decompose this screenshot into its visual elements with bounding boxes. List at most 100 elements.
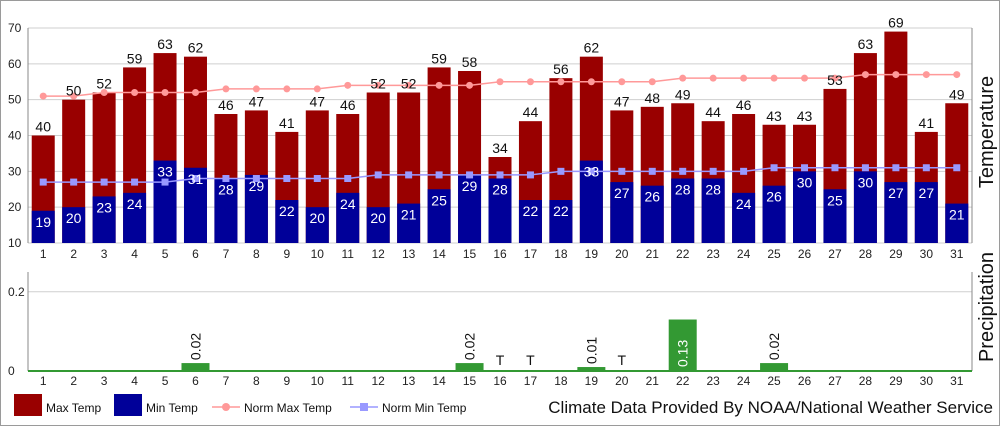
precip-bar (181, 363, 210, 371)
norm-min-temp-point (587, 167, 595, 175)
norm-min-temp-point (374, 171, 382, 179)
max-temp-value-label: 47 (249, 93, 265, 109)
precip-value-label: 0.02 (462, 333, 478, 360)
norm-min-temp-point (283, 175, 291, 182)
min-temp-value-label: 30 (858, 174, 874, 190)
min-temp-bar (518, 200, 542, 243)
max-temp-value-label: 43 (766, 108, 782, 124)
temp-x-tick-label: 22 (676, 247, 690, 261)
max-temp-value-label: 34 (492, 140, 508, 156)
norm-max-temp-point (861, 71, 869, 79)
precip-x-tick-label: 14 (432, 374, 446, 388)
norm-max-temp-point (587, 78, 595, 86)
min-temp-bar (305, 207, 329, 243)
norm-max-temp-point (496, 78, 504, 86)
norm-max-temp-line (43, 73, 957, 97)
precip-x-tick-label: 16 (493, 374, 507, 388)
min-temp-value-label: 22 (553, 203, 569, 219)
temp-x-tick-label: 25 (767, 247, 781, 261)
max-temp-value-label: 52 (96, 76, 112, 92)
min-temp-bar (214, 178, 238, 243)
norm-max-temp-point (892, 71, 900, 79)
max-temp-value-label: 41 (279, 115, 295, 131)
norm-min-temp-point (222, 175, 230, 182)
legend: Max Temp Min Temp Norm Max Temp Norm Min… (14, 394, 467, 416)
norm-max-temp-point (283, 85, 291, 93)
precipitation-axis-title: Precipitation (976, 252, 998, 362)
temp-x-tick-label: 4 (131, 247, 138, 261)
min-temp-value-label: 28 (218, 182, 234, 198)
max-temp-value-label: 43 (797, 108, 813, 124)
temp-x-tick-label: 5 (162, 247, 169, 261)
min-temp-bar (244, 174, 268, 243)
norm-max-temp-point (39, 92, 47, 100)
min-temp-value-label: 28 (492, 182, 508, 198)
max-temp-value-label: 44 (705, 104, 721, 120)
temp-x-tick-label: 20 (615, 247, 629, 261)
precip-x-tick-label: 9 (283, 374, 290, 388)
precip-bar (577, 367, 606, 371)
min-temp-bar (31, 210, 55, 243)
temp-x-tick-label: 11 (342, 247, 355, 261)
temp-y-tick-label: 50 (8, 93, 22, 107)
min-temp-bar (823, 189, 847, 243)
min-temp-bar (945, 203, 969, 243)
norm-min-temp-point (740, 167, 748, 175)
min-temp-bar (732, 192, 756, 243)
min-temp-value-label: 22 (279, 203, 295, 219)
min-temp-value-label: 25 (827, 192, 843, 208)
temp-y-tick-label: 10 (8, 236, 22, 250)
max-temp-bar (366, 92, 390, 243)
precip-x-tick-label: 15 (463, 374, 477, 388)
norm-min-temp-point (496, 171, 504, 179)
legend-norm-max-label: Norm Max Temp (244, 401, 332, 415)
norm-max-temp-point (344, 81, 352, 89)
norm-max-temp-point (435, 81, 443, 89)
norm-max-temp-point (222, 85, 230, 93)
norm-max-temp-point (648, 78, 656, 86)
temp-x-tick-label: 10 (311, 247, 325, 261)
norm-max-temp-point (679, 74, 687, 82)
norm-min-temp-point (252, 175, 260, 182)
precip-x-tick-label: 6 (192, 374, 199, 388)
min-temp-value-label: 21 (401, 207, 417, 223)
norm-min-temp-point (892, 164, 900, 172)
legend-min-swatch (114, 394, 142, 416)
norm-min-temp-point (953, 164, 961, 172)
max-temp-value-label: 40 (35, 119, 51, 135)
precip-x-tick-label: 21 (646, 374, 660, 388)
legend-norm-min-label: Norm Min Temp (382, 401, 467, 415)
norm-min-temp-point (709, 167, 717, 175)
min-temp-bar (62, 207, 86, 243)
precip-y-tick-label: 0 (8, 364, 15, 378)
min-temp-value-label: 27 (919, 185, 935, 201)
max-temp-value-label: 62 (188, 40, 204, 56)
min-temp-value-label: 24 (127, 196, 143, 212)
min-temp-bar (671, 178, 695, 243)
precip-x-tick-label: 25 (767, 374, 781, 388)
precip-x-tick-label: 31 (950, 374, 964, 388)
norm-min-temp-point (770, 164, 778, 172)
norm-min-temp-point (405, 171, 413, 179)
temp-y-tick-label: 20 (8, 200, 22, 214)
max-temp-value-label: 50 (66, 83, 82, 99)
norm-min-temp-point (831, 164, 839, 172)
max-temp-value-label: 58 (462, 54, 478, 70)
norm-max-temp-point (70, 92, 78, 100)
norm-min-temp-point (922, 164, 930, 172)
precip-x-tick-label: 3 (101, 374, 108, 388)
precip-value-label: 0.13 (675, 340, 691, 367)
norm-max-temp-point (831, 74, 839, 82)
min-temp-value-label: 20 (310, 210, 326, 226)
norm-min-temp-point (618, 167, 626, 175)
precip-x-tick-label: 4 (131, 374, 138, 388)
min-temp-bar (701, 178, 725, 243)
norm-max-temp-point (100, 89, 108, 96)
data-credit: Climate Data Provided By NOAA/National W… (548, 398, 993, 417)
min-temp-bar (914, 182, 938, 243)
min-temp-bar (549, 200, 573, 243)
precip-x-tick-label: 23 (706, 374, 720, 388)
precip-value-label: 0.01 (583, 337, 599, 364)
precip-x-tick-label: 29 (889, 374, 903, 388)
min-temp-value-label: 33 (584, 164, 600, 180)
